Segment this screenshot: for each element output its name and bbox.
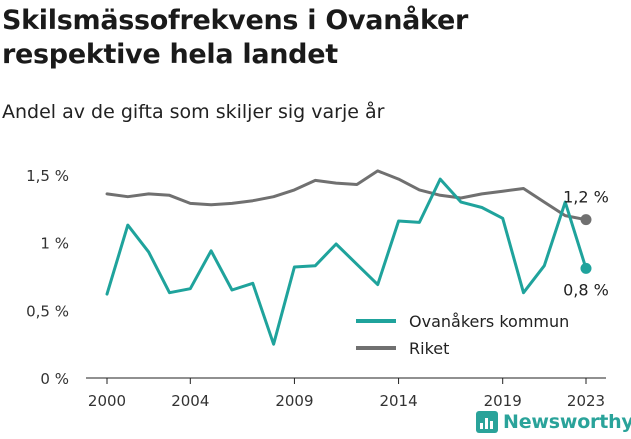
chart-subtitle: Andel av de gifta som skiljer sig varje …: [2, 101, 385, 123]
x-tick-label: 2023: [567, 392, 605, 410]
y-tick-label: 0 %: [40, 370, 69, 388]
legend-label-riket: Riket: [409, 339, 449, 358]
x-tick-label: 2019: [484, 392, 522, 410]
legend-label-ovanaker: Ovanåkers kommun: [409, 312, 569, 331]
end-label-ovanaker: 0,8 %: [563, 280, 609, 299]
end-label-riket: 1,2 %: [563, 188, 609, 207]
series-line-riket: [105, 169, 588, 222]
x-tick-label: 2004: [171, 392, 209, 410]
chart-title: Skilsmässofrekvens i Ovanåker respektive…: [2, 5, 468, 70]
newsworthy-logo-icon: [476, 411, 498, 433]
x-tick-label: 2000: [88, 392, 126, 410]
y-tick-label: 1 %: [40, 235, 69, 253]
x-tick-label: 2014: [379, 392, 417, 410]
series-line-ovanaker: [105, 177, 588, 346]
newsworthy-logo: Newsworthy: [476, 408, 631, 436]
y-tick-label: 1,5 %: [26, 167, 69, 185]
y-tick-label: 0,5 %: [26, 302, 69, 320]
newsworthy-logo-text: Newsworthy: [503, 411, 631, 433]
series-end-point-ovanaker: [580, 262, 592, 274]
series-end-point-riket: [580, 214, 592, 226]
x-tick-label: 2009: [275, 392, 313, 410]
